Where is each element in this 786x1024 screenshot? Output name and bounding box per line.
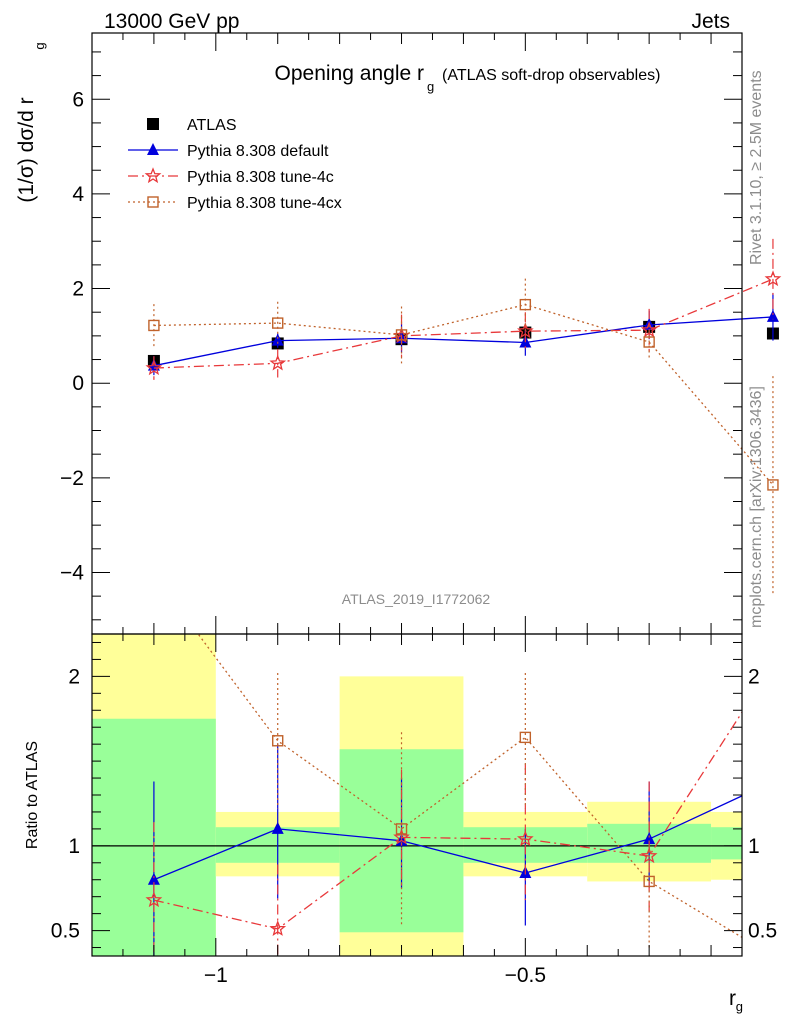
ratio-y-tick-label: 1 — [68, 835, 80, 858]
band-inner-5 — [711, 827, 742, 860]
y-tick-label: −2 — [60, 467, 84, 490]
y-tick-label: 2 — [72, 278, 84, 301]
ratio-data-point — [269, 920, 287, 936]
y-axis-label: (1/σ) dσ/d r — [15, 97, 38, 202]
ratio-data-point — [393, 828, 410, 845]
ratio-y-tick-label-right: 1 — [748, 835, 760, 858]
rivet-label: Rivet 3.1.10, ≥ 2.5M events — [748, 70, 765, 265]
ratio-data-point — [271, 821, 284, 834]
y-tick-label: 4 — [72, 183, 84, 206]
x-tick-label: −0.5 — [505, 964, 546, 987]
y-tick-label: 0 — [72, 372, 84, 395]
ratio-series-line — [153, 795, 742, 881]
ratio-series-layer — [145, 634, 742, 956]
series-line — [153, 316, 773, 367]
y-tick-label: 6 — [72, 88, 84, 111]
ratio-series-1 — [145, 711, 742, 956]
data-point — [148, 319, 160, 332]
legend-marker — [147, 196, 159, 208]
legend: ATLAS Pythia 8.308 default Pythia 8.308 tu… — [128, 117, 342, 212]
source-label: mcplots.cern.ch [arXiv:1306.3436] — [748, 386, 765, 628]
ratio-series-2 — [197, 634, 742, 948]
ratio-y-tick-label-right: 0.5 — [748, 920, 777, 943]
ratio-data-point — [272, 735, 284, 747]
data-point — [517, 322, 534, 339]
ratio-data-point — [145, 891, 163, 908]
ratio-data-point — [147, 872, 160, 885]
ratio-data-point — [643, 832, 656, 845]
data-point — [766, 309, 779, 322]
legend-marker — [144, 167, 162, 184]
ratio-data-point — [640, 847, 658, 864]
y-axis-label-sub: g — [32, 42, 47, 49]
ratio-y-tick-label-right: 2 — [748, 665, 760, 688]
data-point — [764, 270, 782, 287]
ratio-data-point — [519, 731, 532, 744]
series-2 — [145, 238, 782, 380]
legend-item-2: Pythia 8.308 tune-4c — [128, 167, 334, 186]
legend-marker — [147, 143, 159, 155]
chart-title-suffix: (ATLAS soft-drop observables) — [442, 67, 660, 84]
header-right: Jets — [691, 10, 730, 33]
series-3 — [148, 278, 779, 594]
data-point — [395, 329, 408, 341]
data-point — [643, 336, 655, 348]
x-axis-label-sub: g — [736, 999, 743, 1014]
ratio-series-line — [197, 634, 742, 939]
legend-item-3: Pythia 8.308 tune-4cx — [128, 195, 342, 212]
legend-item-0: ATLAS — [147, 117, 237, 134]
header-left: 13000 GeV pp — [104, 10, 239, 33]
y-tick-label: −4 — [60, 561, 84, 584]
legend-marker — [147, 118, 159, 130]
series-line — [153, 303, 774, 486]
legend-label: Pythia 8.308 tune-4cx — [187, 195, 342, 212]
ratio-data-point — [643, 875, 655, 888]
legend-label: Pythia 8.308 tune-4c — [187, 169, 334, 186]
chart-title-sub: g — [427, 79, 434, 94]
legend-label: Pythia 8.308 default — [187, 143, 329, 160]
ratio-y-tick-label: 2 — [68, 665, 80, 688]
series-line — [153, 278, 774, 369]
ratio-data-point — [517, 830, 534, 847]
ratio-data-point — [395, 823, 408, 835]
ratio-y-tick-label: 0.5 — [51, 920, 80, 943]
legend-label: ATLAS — [187, 117, 237, 134]
data-point — [269, 354, 287, 371]
main-series-layer — [145, 238, 782, 594]
ratio-axis-label: Ratio to ATLAS — [24, 741, 41, 849]
legend-item-1: Pythia 8.308 default — [128, 143, 329, 160]
ratio-series-line — [153, 711, 742, 930]
data-point — [640, 321, 658, 338]
axes-layer: −4 −2 0 2 4 6 −1 −0.5 0.5 0.5 1 1 2 2 — [51, 32, 777, 987]
data-point — [519, 298, 532, 311]
data-point — [272, 317, 284, 329]
analysis-watermark: ATLAS_2019_I1772062 — [342, 591, 491, 607]
data-point — [145, 359, 163, 376]
x-tick-label: −1 — [204, 964, 228, 987]
x-axis-label: r — [729, 987, 736, 1010]
data-point — [271, 333, 284, 346]
chart-title: Opening angle r — [275, 62, 424, 85]
data-point — [767, 479, 779, 491]
